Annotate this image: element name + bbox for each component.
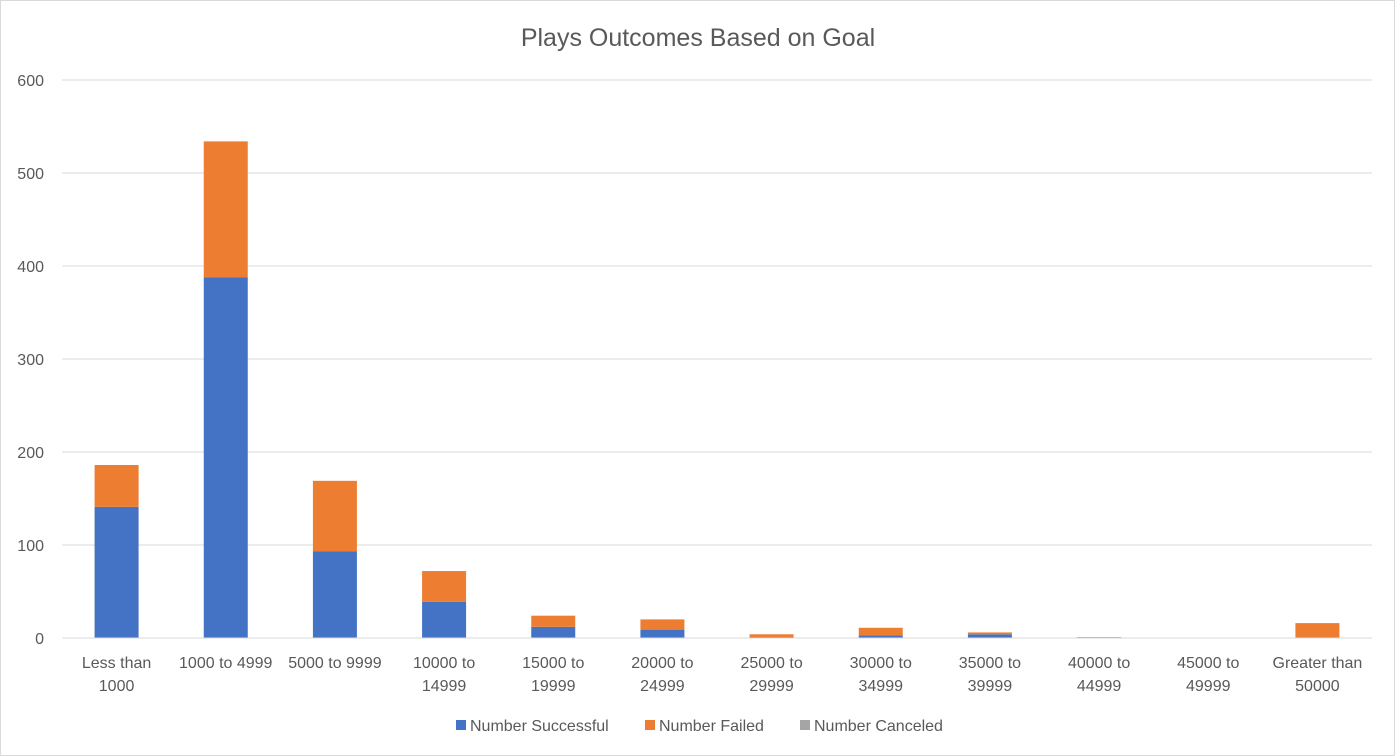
bar-number-failed	[531, 615, 576, 627]
bar-number-successful	[640, 629, 685, 638]
x-tick-label: Less than	[82, 655, 151, 672]
x-tick-label: 15000 to	[522, 655, 584, 672]
bar-number-failed	[312, 480, 357, 552]
gridlines	[62, 79, 1372, 546]
x-tick-label: 40000 to	[1068, 655, 1130, 672]
legend-label: Number Canceled	[814, 718, 943, 735]
x-tick-label: 24999	[640, 678, 685, 695]
legend: Number Successful Number Failed Number Can…	[456, 718, 943, 735]
bar-number-successful	[203, 277, 248, 638]
y-tick-label: 200	[17, 445, 44, 462]
x-tick-label: 45000 to	[1177, 655, 1239, 672]
bar-number-failed	[422, 571, 467, 602]
x-tick-label: 30000 to	[850, 655, 912, 672]
bar-number-failed	[640, 619, 685, 630]
x-tick-label: 20000 to	[631, 655, 693, 672]
x-tick-label: 1000 to 4999	[179, 655, 273, 672]
bar-number-failed	[94, 465, 139, 507]
x-tick-label: 10000 to	[413, 655, 475, 672]
y-tick-label: 0	[35, 631, 44, 648]
x-tick-label: 50000	[1295, 678, 1340, 695]
bars	[94, 141, 1340, 638]
legend-swatch	[645, 720, 655, 730]
legend-label: Number Successful	[470, 718, 609, 735]
x-tick-label: 25000 to	[740, 655, 802, 672]
x-tick-label: 29999	[749, 678, 794, 695]
legend-label: Number Failed	[659, 718, 764, 735]
x-tick-label: 14999	[422, 678, 467, 695]
y-tick-label: 400	[17, 259, 44, 276]
chart-title: Plays Outcomes Based on Goal	[521, 24, 875, 52]
y-tick-label: 600	[17, 73, 44, 90]
bar-number-failed	[858, 627, 903, 636]
bar-number-failed	[203, 141, 248, 278]
x-tick-label: 19999	[531, 678, 576, 695]
x-tick-label: Greater than	[1273, 655, 1363, 672]
x-tick-label: 1000	[99, 678, 135, 695]
y-tick-label: 500	[17, 166, 44, 183]
bar-number-successful	[967, 634, 1012, 638]
bar-number-failed	[749, 634, 794, 638]
x-tick-label: 49999	[1186, 678, 1231, 695]
bar-number-successful	[94, 506, 139, 638]
y-tick-label: 100	[17, 538, 44, 555]
x-tick-label: 35000 to	[959, 655, 1021, 672]
legend-swatch	[456, 720, 466, 730]
x-tick-label: 34999	[859, 678, 904, 695]
bar-number-failed	[1295, 623, 1340, 638]
x-axis-ticks: Less than 1000 1000 to 4999 5000 to 9999 100…	[82, 655, 1362, 695]
bar-number-successful	[312, 551, 357, 638]
bar-number-successful	[531, 626, 576, 638]
y-tick-label: 300	[17, 352, 44, 369]
bar-number-successful	[422, 601, 467, 638]
legend-swatch	[800, 720, 810, 730]
y-axis-ticks: 0 100 200 300 400 500 600	[17, 73, 44, 648]
x-tick-label: 39999	[968, 678, 1013, 695]
x-tick-label: 44999	[1077, 678, 1122, 695]
x-tick-label: 5000 to 9999	[288, 655, 382, 672]
bar-number-failed	[967, 632, 1012, 635]
bar-number-successful	[858, 635, 903, 638]
